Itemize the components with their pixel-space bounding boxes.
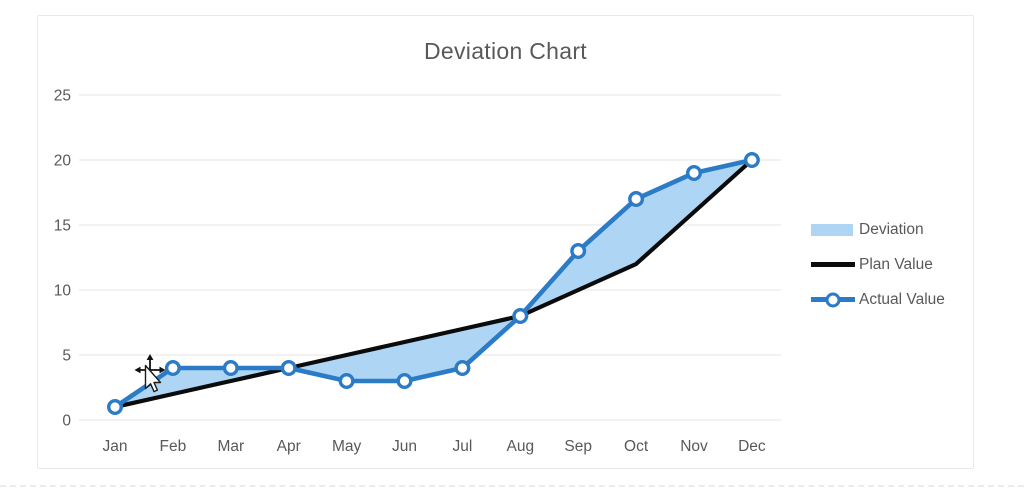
x-axis-tick-label: Dec [738, 438, 766, 455]
actual-value-marker[interactable] [743, 151, 760, 168]
x-axis-tick-label: Nov [680, 438, 708, 455]
deviation-area-swatch-icon [811, 223, 853, 236]
y-axis-tick-label: 25 [54, 88, 71, 105]
x-axis-tick-label: Jun [392, 438, 417, 455]
actual-value-marker[interactable] [454, 360, 471, 377]
actual-value-marker[interactable] [686, 164, 703, 181]
legend-item-actual-value[interactable]: Actual Value [811, 282, 1001, 317]
actual-value-marker[interactable] [570, 242, 587, 259]
legend-item-deviation[interactable]: Deviation [811, 212, 1001, 247]
actual-line-swatch-icon [811, 292, 855, 307]
y-axis-tick-label: 10 [54, 283, 72, 300]
plan-line-swatch-icon [811, 262, 855, 267]
legend-item-plan-value[interactable]: Plan Value [811, 247, 1001, 282]
actual-value-marker[interactable] [280, 360, 297, 377]
y-axis-tick-label: 15 [54, 218, 71, 235]
x-axis-tick-label: Feb [160, 438, 187, 455]
actual-value-marker[interactable] [164, 360, 181, 377]
actual-value-marker[interactable] [222, 360, 239, 377]
y-axis-tick-label: 20 [54, 153, 72, 170]
y-axis-tick-label: 0 [62, 413, 71, 430]
legend-label-deviation: Deviation [859, 220, 924, 238]
deviation-area [115, 160, 752, 407]
x-axis-tick-label: Sep [564, 438, 592, 455]
plan-value-line[interactable] [112, 157, 755, 410]
page-break-divider [0, 485, 1024, 487]
deviation-chart-plot[interactable]: 0 5 10 15 20 25 Jan Feb Mar Apr May Jun Jul Aug Sep Oct… [38, 16, 975, 470]
x-axis-tick-label: Jan [103, 438, 128, 455]
x-axis-tick-label: Jul [452, 438, 472, 455]
y-axis-tick-label: 5 [62, 348, 71, 365]
x-axis-tick-label: Aug [507, 438, 535, 455]
actual-value-marker[interactable] [512, 308, 529, 325]
x-axis-tick-label: May [332, 438, 362, 455]
x-axis-tick-label: Mar [217, 438, 244, 455]
actual-value-marker[interactable] [396, 373, 413, 390]
chart-legend: Deviation Plan Value Actual Value [811, 212, 1001, 317]
chart-card[interactable]: Deviation Chart 0 5 10 15 20 25 Jan Feb Mar Apr Ma… [37, 15, 974, 469]
actual-value-marker[interactable] [338, 373, 355, 390]
legend-label-plan-value: Plan Value [859, 255, 933, 273]
x-axis-tick-label: Apr [277, 438, 301, 455]
x-axis-tick-label: Oct [624, 438, 649, 455]
actual-value-marker[interactable] [106, 399, 123, 416]
chart-title[interactable]: Deviation Chart [423, 38, 588, 64]
actual-value-line[interactable] [112, 157, 755, 410]
legend-label-actual-value: Actual Value [859, 290, 945, 308]
actual-value-marker[interactable] [628, 190, 645, 207]
